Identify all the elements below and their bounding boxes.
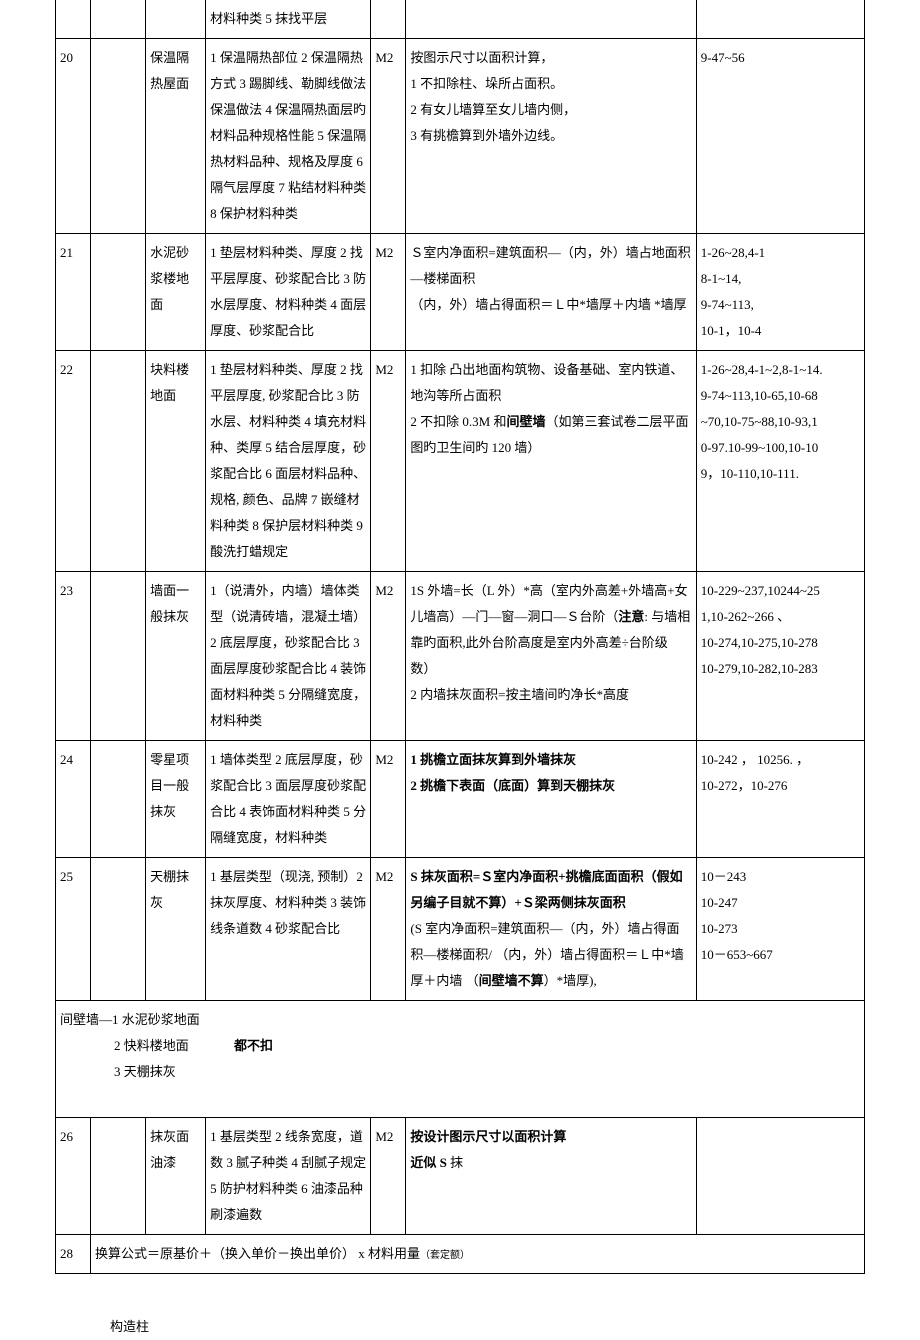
cell-ref: 10-242 ， 10256. ，10-272，10-276 <box>696 741 864 858</box>
cell-ref: 10－24310-24710-27310－653~667 <box>696 858 864 1001</box>
cell-unit: M2 <box>371 351 406 572</box>
cell-blank <box>91 741 146 858</box>
cell-blank <box>91 858 146 1001</box>
cell-formula: 换算公式＝原基价＋（换入单价－换出单价） x 材料用量（套定额） <box>91 1235 865 1274</box>
cell-desc: 1 保温隔热部位 2 保温隔热方式 3 踢脚线、勒脚线做法保温做法 4 保温隔热… <box>206 39 371 234</box>
cell-unit: M2 <box>371 234 406 351</box>
cell-blank <box>91 572 146 741</box>
table-row: 26 抹灰面油漆 1 基层类型 2 线条宽度，道数 3 腻子种类 4 刮腻子规定… <box>56 1118 865 1235</box>
cell-calc: 1 挑檐立面抹灰算到外墙抹灰2 挑檐下表面（底面）算到天棚抹灰 <box>406 741 696 858</box>
cell-desc: 1 基层类型（现浇, 预制）2 抹灰厚度、材料种类 3 装饰线条道数 4 砂浆配… <box>206 858 371 1001</box>
cell-name: 水泥砂浆楼地面 <box>146 234 206 351</box>
cell-blank <box>91 234 146 351</box>
cell-name: 抹灰面油漆 <box>146 1118 206 1235</box>
cell-calc: S 抹灰面积=Ｓ室内净面积+挑檐底面面积（假如另编子目就不算）+Ｓ梁两侧抹灰面积… <box>406 858 696 1001</box>
cell-calc: 1 扣除 凸出地面构筑物、设备基础、室内铁道、地沟等所占面积2 不扣除 0.3M… <box>406 351 696 572</box>
table-row: 23 墙面一般抹灰 1（说清外，内墙）墙体类型（说清砖墙，混凝土墙）2 底层厚度… <box>56 572 865 741</box>
cell-num: 22 <box>56 351 91 572</box>
table-row-span: 间壁墙―1 水泥砂浆地面 2 快料楼地面都不扣 3 天棚抹灰 <box>56 1001 865 1118</box>
cell-desc: 材料种类 5 抹找平层 <box>206 0 371 39</box>
cell-name: 墙面一般抹灰 <box>146 572 206 741</box>
cell-calc: 按设计图示尺寸以面积计算近似 S 抹 <box>406 1118 696 1235</box>
cell-desc: 1（说清外，内墙）墙体类型（说清砖墙，混凝土墙）2 底层厚度，砂浆配合比 3 面… <box>206 572 371 741</box>
cell-name: 天棚抹灰 <box>146 858 206 1001</box>
cell-unit: M2 <box>371 1118 406 1235</box>
cell-ref <box>696 1118 864 1235</box>
page-container: 材料种类 5 抹找平层 20 保温隔热屋面 1 保温隔热部位 2 保温隔热方式 … <box>0 0 920 1340</box>
cell-unit: M2 <box>371 741 406 858</box>
cell-desc: 1 墙体类型 2 底层厚度，砂浆配合比 3 面层厚度砂浆配合比 4 表饰面材料种… <box>206 741 371 858</box>
cell-ref: 10-229~237,10244~251,10-262~266 、10-274,… <box>696 572 864 741</box>
formula-text: 换算公式＝原基价＋（换入单价－换出单价） x 材料用量 <box>95 1246 420 1261</box>
cell-name <box>146 0 206 39</box>
table-body: 材料种类 5 抹找平层 20 保温隔热屋面 1 保温隔热部位 2 保温隔热方式 … <box>56 0 865 1274</box>
cell-num: 21 <box>56 234 91 351</box>
span-line1: 间壁墙―1 水泥砂浆地面 <box>60 1007 860 1033</box>
table-row: 24 零星项目一般抹灰 1 墙体类型 2 底层厚度，砂浆配合比 3 面层厚度砂浆… <box>56 741 865 858</box>
main-table: 材料种类 5 抹找平层 20 保温隔热屋面 1 保温隔热部位 2 保温隔热方式 … <box>55 0 865 1274</box>
cell-ref: 9-47~56 <box>696 39 864 234</box>
table-row: 20 保温隔热屋面 1 保温隔热部位 2 保温隔热方式 3 踢脚线、勒脚线做法保… <box>56 39 865 234</box>
cell-calc: 按图示尺寸以面积计算，1 不扣除柱、垛所占面积。2 有女儿墙算至女儿墙内侧，3 … <box>406 39 696 234</box>
span-blank-line <box>60 1085 860 1111</box>
cell-unit: M2 <box>371 572 406 741</box>
table-row-formula: 28 换算公式＝原基价＋（换入单价－换出单价） x 材料用量（套定额） <box>56 1235 865 1274</box>
cell-num: 26 <box>56 1118 91 1235</box>
cell-num: 28 <box>56 1235 91 1274</box>
cell-desc: 1 基层类型 2 线条宽度，道数 3 腻子种类 4 刮腻子规定 5 防护材料种类… <box>206 1118 371 1235</box>
table-row: 25 天棚抹灰 1 基层类型（现浇, 预制）2 抹灰厚度、材料种类 3 装饰线条… <box>56 858 865 1001</box>
formula-small: （套定额） <box>420 1250 470 1261</box>
cell-blank <box>91 351 146 572</box>
table-row: 21 水泥砂浆楼地面 1 垫层材料种类、厚度 2 找平层厚度、砂浆配合比 3 防… <box>56 234 865 351</box>
cell-num: 23 <box>56 572 91 741</box>
span-line2-bold: 都不扣 <box>234 1038 273 1053</box>
cell-unit <box>371 0 406 39</box>
span-line2-left: 2 快料楼地面都不扣 <box>60 1038 273 1053</box>
table-row: 22 块料楼地面 1 垫层材料种类、厚度 2 找平层厚度, 砂浆配合比 3 防水… <box>56 351 865 572</box>
cell-blank <box>91 39 146 234</box>
span-line2-label: 2 快料楼地面 <box>114 1033 234 1059</box>
cell-span-note: 间壁墙―1 水泥砂浆地面 2 快料楼地面都不扣 3 天棚抹灰 <box>56 1001 865 1118</box>
table-row: 材料种类 5 抹找平层 <box>56 0 865 39</box>
cell-calc <box>406 0 696 39</box>
cell-num: 24 <box>56 741 91 858</box>
cell-calc: 1S 外墙=长（L 外）*高（室内外高差+外墙高+女儿墙高）―门―窗―洞口―Ｓ台… <box>406 572 696 741</box>
cell-name: 保温隔热屋面 <box>146 39 206 234</box>
cell-calc: Ｓ室内净面积=建筑面积―（内，外）墙占地面积―楼梯面积（内，外）墙占得面积＝Ｌ中… <box>406 234 696 351</box>
cell-num: 25 <box>56 858 91 1001</box>
cell-ref: 1-26~28,4-1~2,8-1~14.9-74~113,10-65,10-6… <box>696 351 864 572</box>
cell-ref: 1-26~28,4-18-1~14,9-74~113,10-1，10-4 <box>696 234 864 351</box>
cell-num <box>56 0 91 39</box>
cell-unit: M2 <box>371 39 406 234</box>
footer-text: 构造柱 <box>110 1314 920 1340</box>
cell-num: 20 <box>56 39 91 234</box>
span-line3: 3 天棚抹灰 <box>60 1059 860 1085</box>
cell-blank <box>91 1118 146 1235</box>
cell-unit: M2 <box>371 858 406 1001</box>
cell-name: 零星项目一般抹灰 <box>146 741 206 858</box>
span-line2: 2 快料楼地面都不扣 <box>60 1033 860 1059</box>
cell-ref <box>696 0 864 39</box>
cell-desc: 1 垫层材料种类、厚度 2 找平层厚度, 砂浆配合比 3 防水层、材料种类 4 … <box>206 351 371 572</box>
cell-blank <box>91 0 146 39</box>
cell-name: 块料楼地面 <box>146 351 206 572</box>
cell-desc: 1 垫层材料种类、厚度 2 找平层厚度、砂浆配合比 3 防水层厚度、材料种类 4… <box>206 234 371 351</box>
